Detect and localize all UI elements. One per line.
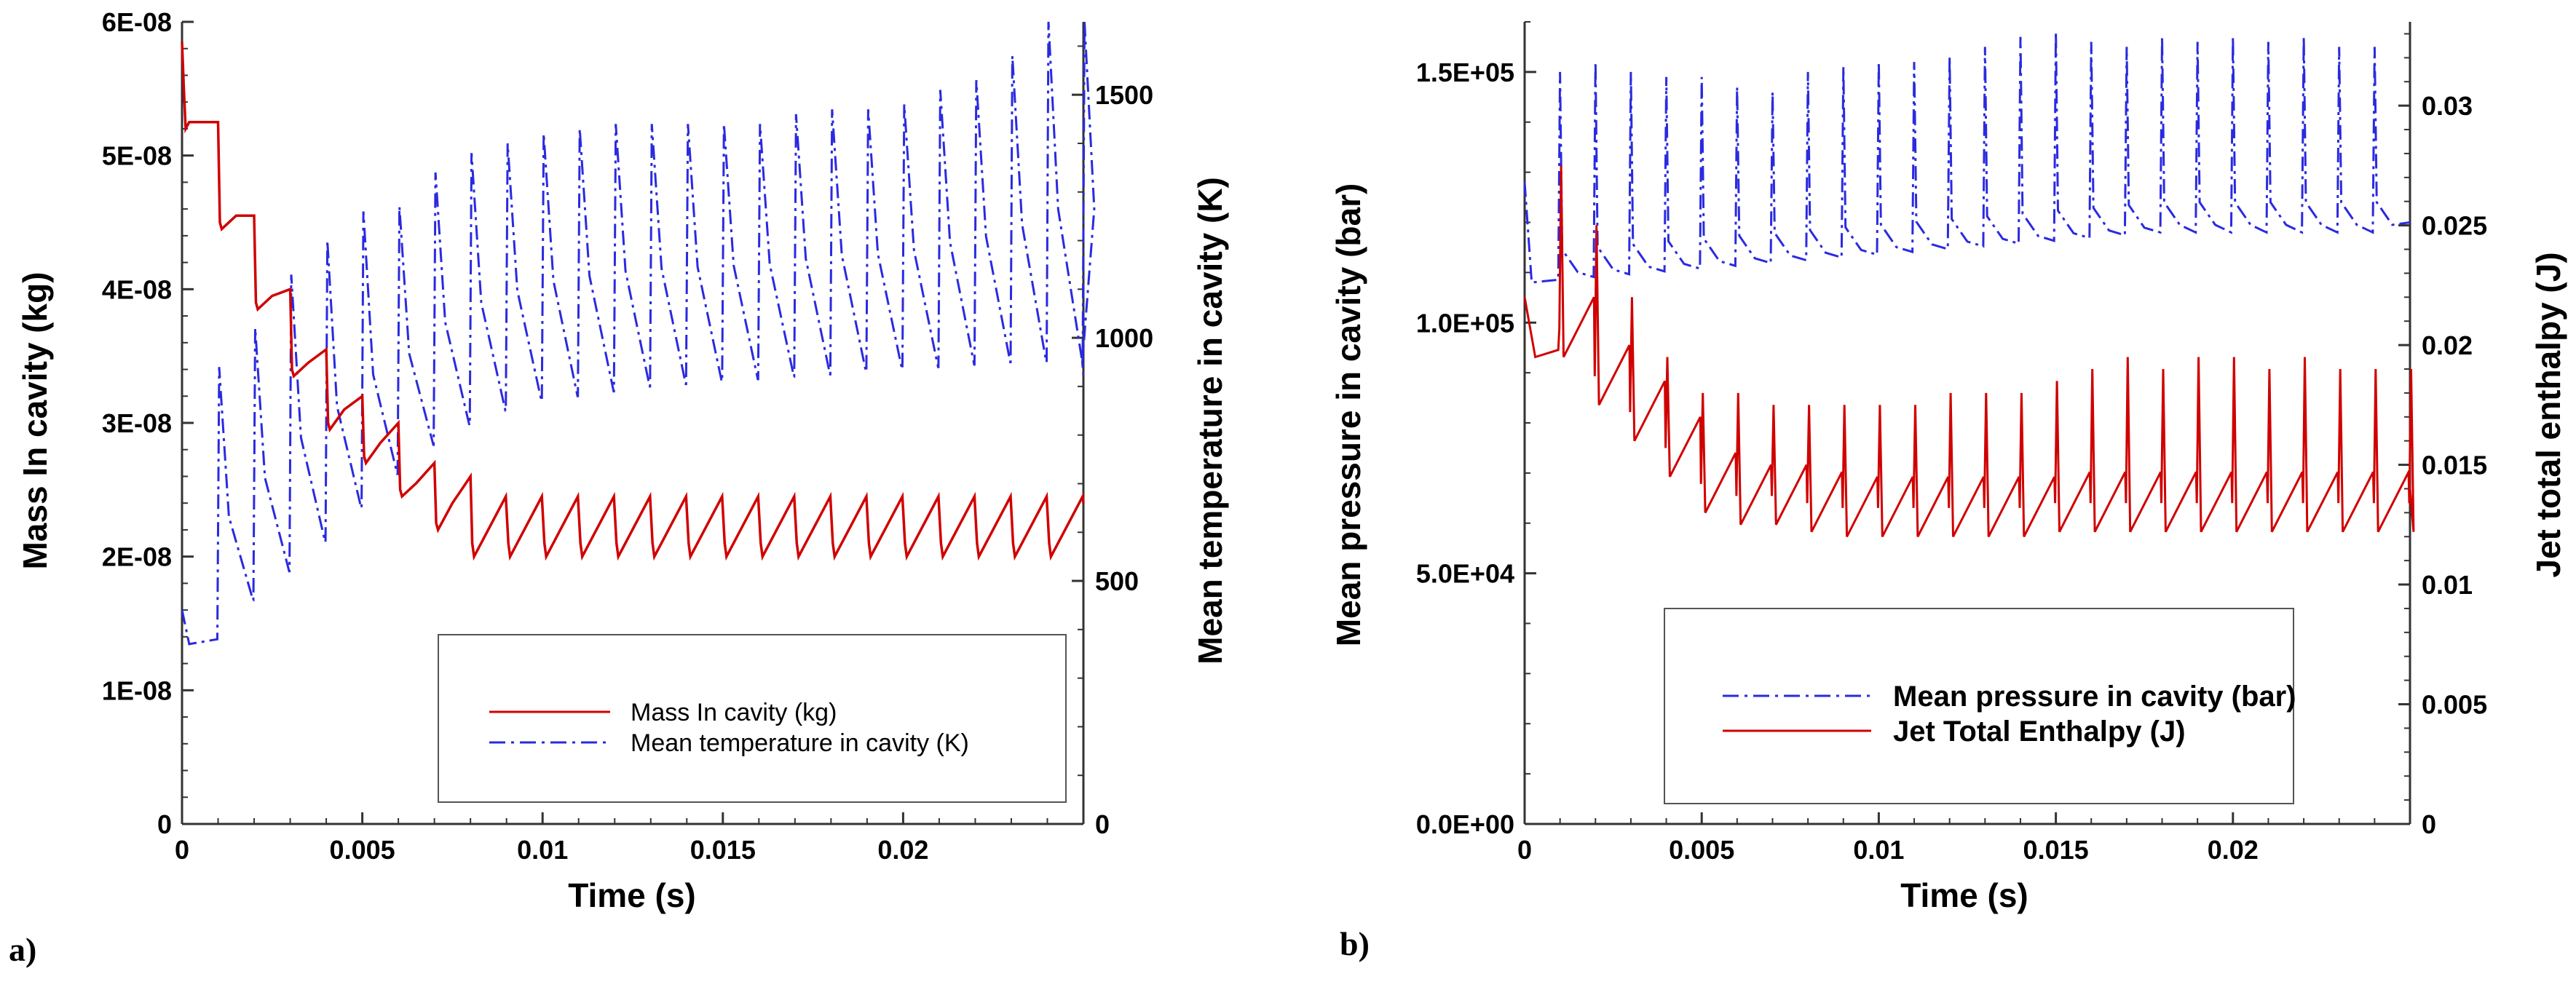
panel-b-y2-tick-label: 0.025 bbox=[2422, 211, 2487, 241]
panel-a-legend-label-mass: Mass In cavity (kg) bbox=[631, 699, 837, 726]
panel-a-x-tick-label: 0.015 bbox=[690, 835, 756, 865]
panel-a-y-tick-label: 2E-08 bbox=[102, 542, 172, 572]
panel-b-y-tick-label: 1.5E+05 bbox=[1416, 58, 1514, 87]
panel-b-y2-tick-label: 0.01 bbox=[2422, 570, 2473, 600]
panel-b-x-tick-label: 0.02 bbox=[2208, 835, 2259, 865]
panel-b-x-axis-title: Time (s) bbox=[1900, 876, 2028, 914]
panel-b-y2-tick-label: 0 bbox=[2422, 809, 2436, 839]
panel-a-y-axis-title: Mass In cavity (kg) bbox=[16, 271, 54, 569]
panel-a-y-tick-label: 5E-08 bbox=[102, 141, 172, 171]
panel-a-x-tick-label: 0.02 bbox=[877, 835, 928, 865]
panel-b-y2-tick-label: 0.005 bbox=[2422, 690, 2487, 720]
panel-b-legend-box bbox=[1664, 608, 2294, 804]
panel-b-chart: 0 0.005 0.01 0.015 0.02 0.0E+00 5.0E+04 1.0E+05… bbox=[1330, 21, 2567, 962]
panel-a-y-tick-label: 3E-08 bbox=[102, 408, 172, 438]
panel-a-y-tick-label: 1E-08 bbox=[102, 675, 172, 705]
panel-b-x-tick-label: 0.015 bbox=[2023, 835, 2089, 865]
panel-a-mass-series-line bbox=[181, 41, 1085, 561]
panel-a-y2-tick-label: 1500 bbox=[1095, 80, 1153, 110]
panel-b-legend-label-enthalpy: Jet Total Enthalpy (J) bbox=[1893, 716, 2186, 748]
panel-b-x-tick-label: 0.01 bbox=[1853, 835, 1904, 865]
panel-a-legend-label-temperature: Mean temperature in cavity (K) bbox=[631, 729, 969, 757]
panel-b-y-axis-title: Mean pressure in cavity (bar) bbox=[1330, 183, 1367, 647]
panel-b-x-tick-label: 0.005 bbox=[1669, 835, 1734, 865]
panel-b-pressure-series-line bbox=[1523, 31, 2411, 284]
panel-b-y-tick-label: 0.0E+00 bbox=[1416, 809, 1514, 839]
panel-a-y2-tick-label: 1000 bbox=[1095, 323, 1153, 353]
panel-b-y-tick-label: 1.0E+05 bbox=[1416, 308, 1514, 338]
panel-a-y2-tick-label: 500 bbox=[1095, 566, 1139, 596]
panel-a-chart: 0 0.005 0.01 0.015 0.02 0 1E-08 2E-08 3E-08 4E-08… bbox=[9, 7, 1229, 968]
panel-b-tag: b) bbox=[1340, 925, 1370, 962]
panel-b-y2-tick-label: 0.03 bbox=[2422, 91, 2473, 121]
panel-a-tag: a) bbox=[9, 931, 36, 968]
panel-b-legend-label-pressure: Mean pressure in cavity (bar) bbox=[1893, 681, 2296, 713]
panel-b-y2-axis-title: Jet total enthalpy (J) bbox=[2529, 252, 2567, 577]
panel-a-legend-box bbox=[438, 634, 1067, 803]
panel-b-y2-tick-label: 0.02 bbox=[2422, 330, 2473, 360]
panel-a-y-tick-label: 0 bbox=[157, 809, 172, 839]
panel-a-y-tick-label: 6E-08 bbox=[102, 7, 172, 37]
panel-a-y2-tick-label: 0 bbox=[1095, 809, 1110, 839]
panel-a-x-tick-label: 0 bbox=[175, 835, 189, 865]
panel-a-temperature-series-line bbox=[181, 21, 1096, 646]
panel-b-plot-area: 0 0.005 0.01 0.015 0.02 0.0E+00 5.0E+04 1.0E+05… bbox=[1416, 21, 2487, 865]
panel-a-x-axis-title: Time (s) bbox=[568, 876, 696, 914]
panel-a-plot-area: 0 0.005 0.01 0.015 0.02 0 1E-08 2E-08 3E-08 4E-08… bbox=[102, 7, 1153, 865]
panel-a-y2-axis-title: Mean temperature in cavity (K) bbox=[1191, 177, 1229, 665]
panel-a-y-tick-label: 4E-08 bbox=[102, 274, 172, 304]
panel-b-y-tick-label: 5.0E+04 bbox=[1416, 559, 1514, 589]
panel-b-enthalpy-series-line bbox=[1523, 165, 2415, 537]
panel-a-x-tick-label: 0.005 bbox=[330, 835, 395, 865]
panel-a-x-tick-label: 0.01 bbox=[517, 835, 568, 865]
panel-b-y2-tick-label: 0.015 bbox=[2422, 451, 2487, 480]
panel-b-x-tick-label: 0 bbox=[1517, 835, 1532, 865]
